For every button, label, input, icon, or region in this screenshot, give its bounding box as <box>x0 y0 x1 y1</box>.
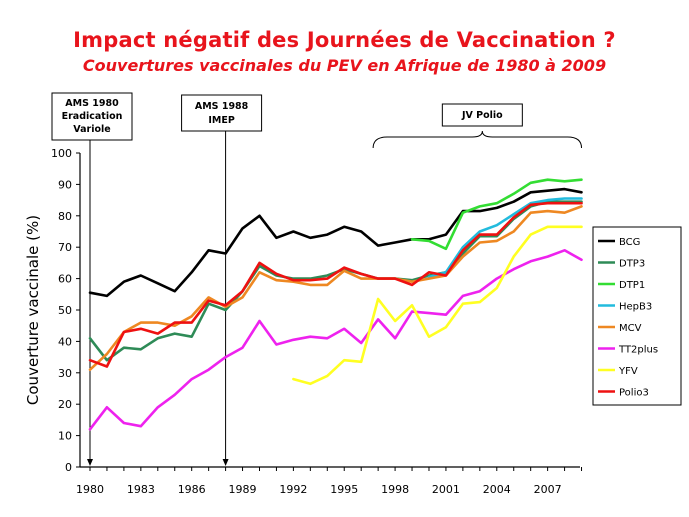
y-tick-label: 80 <box>58 210 72 223</box>
x-tick-label: 1998 <box>381 483 409 496</box>
axes: 0 10 20 30 40 50 60 70 80 90 100 Couverture vaccina… <box>24 147 583 496</box>
series-line-dtp3 <box>88 200 583 362</box>
y-tick-label: 30 <box>58 367 72 380</box>
annotation-label-ams-1980: Variole <box>73 124 110 135</box>
arrowhead-ams-1980 <box>87 459 93 466</box>
legend-label: DTP3 <box>619 259 645 270</box>
legend: BCG DTP3 DTP1 HepB3 MCV TT2plus YFV Polio3 <box>592 226 682 406</box>
brace-jv-polio <box>372 130 583 149</box>
series-layer <box>88 178 583 431</box>
annotation-box-ams-1988 <box>181 94 263 132</box>
y-tick-label: 10 <box>58 430 72 443</box>
y-axis-title: Couverture vaccinale (%) <box>24 215 42 405</box>
x-tick-label: 2007 <box>534 483 562 496</box>
y-tick-label: 90 <box>58 178 72 191</box>
annotation-label-ams-1980: Eradication <box>62 111 123 122</box>
chart-subtitle: Couvertures vaccinales du PEV en Afrique… <box>82 56 607 75</box>
y-tick-label: 70 <box>58 241 72 254</box>
x-tick-label: 2001 <box>432 483 460 496</box>
y-tick-label: 60 <box>58 273 72 286</box>
x-tick-label: 1983 <box>127 483 155 496</box>
annotation-label-ams-1988: IMEP <box>208 115 234 126</box>
y-tick-label: 40 <box>58 335 72 348</box>
annotation-label-jv-polio: JV Polio <box>461 110 503 121</box>
legend-label: Polio3 <box>619 388 649 399</box>
legend-label: HepB3 <box>619 302 652 313</box>
y-tick-label: 20 <box>58 398 72 411</box>
legend-box <box>592 226 682 406</box>
y-tick-label: 0 <box>65 461 72 474</box>
x-tick-label: 1995 <box>330 483 358 496</box>
arrowhead-ams-1988 <box>222 459 229 466</box>
y-tick-label: 100 <box>51 147 72 160</box>
annotations: AMS 1980 Eradication Variole AMS 1988 IMEP JV… <box>51 92 583 466</box>
chart-title: Impact négatif des Journées de Vaccinati… <box>73 28 616 52</box>
x-tick-label: 1989 <box>229 483 257 496</box>
legend-label: BCG <box>619 237 640 248</box>
x-tick-label: 1992 <box>279 483 307 496</box>
series-line-hepb3 <box>427 197 583 279</box>
legend-label: DTP1 <box>619 280 645 291</box>
x-tick-label: 1980 <box>76 483 104 496</box>
legend-label: MCV <box>619 323 642 334</box>
series-line-tt2plus <box>88 249 583 431</box>
x-tick-label: 1986 <box>178 483 206 496</box>
annotation-box-jv-polio <box>441 103 523 127</box>
annotation-label-ams-1980: AMS 1980 <box>65 98 119 109</box>
series-line-yfv <box>292 225 583 386</box>
annotation-box-ams-1980 <box>51 92 133 141</box>
annotation-label-ams-1988: AMS 1988 <box>195 101 249 112</box>
series-line-dtp1 <box>410 178 583 251</box>
series-line-polio3 <box>88 201 583 368</box>
legend-label: YFV <box>618 366 638 377</box>
legend-label: TT2plus <box>618 345 658 356</box>
y-tick-label: 50 <box>58 304 72 317</box>
series-line-bcg <box>88 187 583 298</box>
x-tick-label: 2004 <box>483 483 511 496</box>
